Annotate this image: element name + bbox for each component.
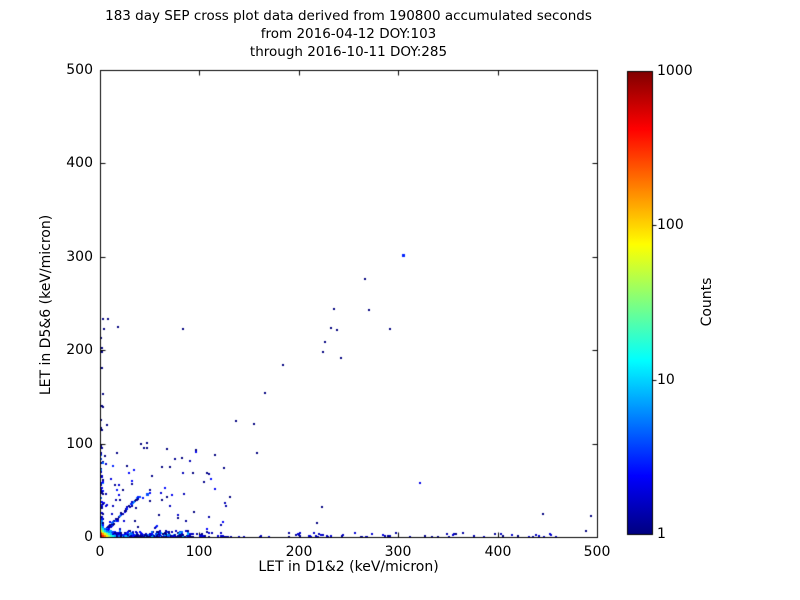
y-tick-label-300: 300 <box>66 249 93 265</box>
y-tick-label-400: 400 <box>66 155 93 171</box>
y-tick-label-200: 200 <box>66 342 93 358</box>
y-tick-label-0: 0 <box>84 529 93 545</box>
x-tick-label-200: 200 <box>285 544 313 560</box>
x-tick-label-100: 100 <box>185 544 213 560</box>
x-tick-label-300: 300 <box>384 544 412 560</box>
x-axis-label: LET in D1&2 (keV/micron) <box>258 559 439 575</box>
chart-title-line-1: 183 day SEP cross plot data derived from… <box>105 8 592 24</box>
colorbar-tick-label-10: 10 <box>657 372 675 388</box>
colorbar-tick-label-100: 100 <box>657 217 684 233</box>
x-tick-label-500: 500 <box>583 544 611 560</box>
y-tick-label-500: 500 <box>66 62 93 78</box>
colorbar-tick-label-1: 1 <box>657 526 666 542</box>
x-tick-label-0: 0 <box>95 544 105 560</box>
y-axis-label: LET in D5&6 (keV/micron) <box>38 214 54 396</box>
x-tick-label-400: 400 <box>484 544 512 560</box>
y-tick-label-100: 100 <box>66 436 93 452</box>
chart-title-line-2: from 2016-04-12 DOY:103 <box>260 26 437 42</box>
chart-title-line-3: through 2016-10-11 DOY:285 <box>249 44 448 60</box>
colorbar-label: Counts <box>699 277 715 327</box>
colorbar-tick-label-1000: 1000 <box>657 63 693 79</box>
